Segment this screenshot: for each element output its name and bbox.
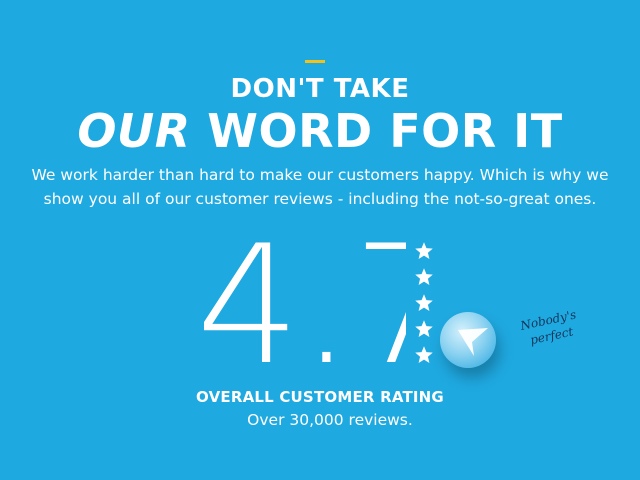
headline-emphasis: OUR: [77, 104, 191, 158]
rating-value: 4.7: [196, 234, 406, 374]
handwritten-note: Nobody's perfect: [503, 303, 598, 353]
star-column: [414, 241, 436, 371]
star-icon: [415, 294, 433, 311]
star-icon: [415, 320, 433, 337]
headline-main: OUR WORD FOR IT: [0, 104, 640, 158]
intro-line-1: We work harder than hard to make our cus…: [31, 166, 609, 184]
star-icon: [415, 242, 433, 259]
rating-label: OVERALL CUSTOMER RATING: [196, 388, 444, 406]
review-count: Over 30,000 reviews.: [247, 411, 413, 429]
star-icon: [415, 268, 433, 285]
headline-rest: WORD FOR IT: [190, 104, 563, 158]
intro-text: We work harder than hard to make our cus…: [20, 163, 620, 211]
partial-star-icon: [458, 328, 488, 356]
headline-top: DON'T TAKE: [230, 74, 410, 104]
accent-dash: [305, 60, 325, 63]
star-icon: [415, 346, 433, 363]
rating-number: 4.7: [196, 234, 406, 374]
intro-line-2: show you all of our customer reviews - i…: [43, 190, 597, 208]
